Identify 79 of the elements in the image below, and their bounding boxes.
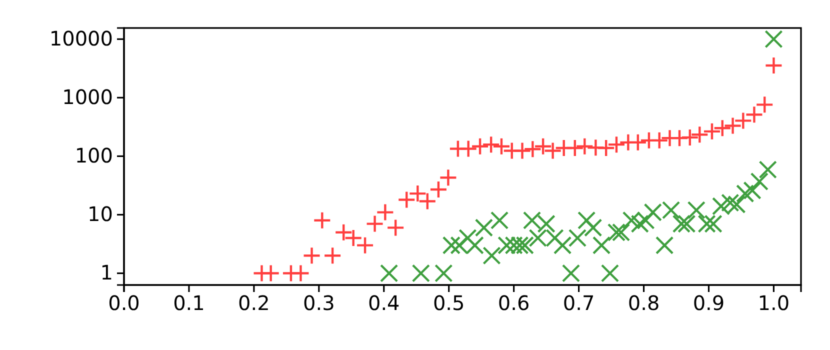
y-tick-label: 1000 xyxy=(62,85,113,110)
point xyxy=(262,264,280,282)
point xyxy=(690,125,709,144)
point xyxy=(743,181,762,200)
point xyxy=(442,236,461,254)
point xyxy=(439,168,458,187)
point xyxy=(366,214,384,233)
point xyxy=(612,223,630,242)
point xyxy=(576,137,594,156)
point xyxy=(412,264,430,282)
point xyxy=(380,264,398,282)
point xyxy=(764,56,783,75)
point xyxy=(524,140,542,158)
x-tick-label: 0.3 xyxy=(303,291,335,316)
point xyxy=(568,228,587,248)
point xyxy=(687,200,706,220)
point xyxy=(592,236,611,254)
point xyxy=(702,122,722,141)
x-tick-label: 0.7 xyxy=(562,291,595,316)
y-tick-label: 1 xyxy=(100,260,113,285)
point xyxy=(736,184,754,203)
point xyxy=(474,218,494,237)
point xyxy=(586,138,605,157)
point xyxy=(600,264,620,282)
point xyxy=(376,203,394,222)
x-tick-label: 0.6 xyxy=(498,291,530,316)
point xyxy=(758,160,777,179)
point xyxy=(553,236,572,254)
point xyxy=(607,135,626,154)
point xyxy=(490,211,509,230)
point xyxy=(607,223,626,242)
x-tick-label: 0.1 xyxy=(173,291,205,316)
x-tick-label: 0.0 xyxy=(108,291,140,316)
point xyxy=(562,264,580,282)
y-tick-label: 10 xyxy=(88,202,113,226)
point xyxy=(750,172,769,191)
point xyxy=(672,214,691,233)
point xyxy=(670,128,689,148)
point xyxy=(459,140,478,158)
x-tick-label: 0.8 xyxy=(628,291,660,316)
point xyxy=(470,137,490,156)
point xyxy=(655,236,674,254)
point xyxy=(292,264,310,282)
x-tick-label: 0.2 xyxy=(238,291,270,316)
y-tick-label: 10000 xyxy=(49,26,113,51)
point xyxy=(429,180,448,199)
point xyxy=(704,214,722,233)
point xyxy=(596,138,616,158)
point xyxy=(764,30,783,48)
point xyxy=(398,190,416,209)
point xyxy=(680,128,699,147)
x-tick-label: 0.4 xyxy=(368,291,400,316)
point xyxy=(734,112,752,130)
point xyxy=(756,96,774,114)
point xyxy=(492,137,511,156)
point xyxy=(482,246,501,265)
point xyxy=(513,142,532,160)
point xyxy=(713,119,732,138)
point xyxy=(630,214,649,233)
point xyxy=(323,246,342,265)
point xyxy=(584,218,602,237)
point xyxy=(458,228,477,248)
point xyxy=(566,138,584,158)
x-tick-label: 0.9 xyxy=(692,291,725,316)
point xyxy=(482,135,500,154)
point xyxy=(650,131,668,150)
point xyxy=(628,133,648,152)
point xyxy=(504,236,523,254)
point xyxy=(434,264,453,282)
point xyxy=(745,106,764,124)
x-tick-label: 0.5 xyxy=(432,291,465,316)
point xyxy=(313,211,332,230)
x-tick-label: 1.0 xyxy=(758,291,790,316)
point xyxy=(386,218,405,237)
point xyxy=(302,246,321,265)
point xyxy=(577,211,596,230)
y-tick-label: 100 xyxy=(74,144,113,168)
point xyxy=(721,194,740,212)
point xyxy=(724,116,742,135)
